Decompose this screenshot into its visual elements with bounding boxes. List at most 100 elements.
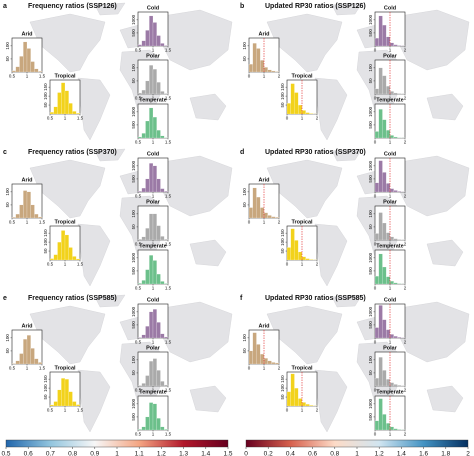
colorbar-tick-label: 0.6 [24,451,33,456]
hist-bar [23,41,28,73]
hist-bar [149,361,154,387]
hist-bar [152,403,157,431]
y-tick-label: 500 [368,267,373,275]
hist-bar [393,136,398,139]
hist-bar [160,236,165,241]
y-tick-label: 500 [368,29,373,37]
y-tick-label: 150 [43,83,48,91]
x-tick-label: 1 [152,388,155,393]
hist-bar [386,379,391,387]
y-tick-label: 150 [280,83,285,91]
x-tick-label: 1.5 [165,48,172,53]
hist-bar [389,281,394,285]
hist-bar [57,92,62,115]
hist-bar [34,213,39,219]
panel-letter: d [240,149,244,156]
y-tick-label: 100 [5,42,10,50]
land [426,385,464,413]
hist-bar [260,207,265,219]
x-tick-label: 0 [374,194,377,199]
x-tick-label: 1.5 [165,194,172,199]
y-tick-label: 150 [43,229,48,237]
x-tick-label: 1 [26,366,29,371]
y-tick-label: 100 [280,92,285,100]
hist-bar [389,426,394,431]
hist-bar [397,93,402,95]
hist-bar [397,385,402,387]
y-tick-label: 100 [242,334,247,342]
hist-bar [389,42,394,47]
hist-bar [271,362,276,365]
hist-bar [248,207,253,219]
hist-bar [397,429,402,431]
hist-bar [141,426,146,431]
y-tick-label: 1000 [131,160,136,171]
hist-bar [23,339,28,365]
hist-bar [275,71,280,73]
x-tick-label: 1 [263,74,266,79]
hist-bar [286,103,291,115]
x-tick-label: 2 [404,242,407,247]
hist-bar [397,239,402,241]
hist-bar [11,217,16,219]
hist-bar [137,385,142,387]
hist-bar [164,283,169,285]
land [77,77,111,141]
panel: c Frequency ratios (SSP370) Arid 50 100 0.5 1 1… [3,148,233,291]
x-tick-label: 2 [278,74,281,79]
hist-bar [156,322,161,339]
inset-label: Tropical [291,365,313,371]
y-tick-label: 100 [43,384,48,392]
y-tick-label: 50 [131,78,136,84]
inset-label: Cold [147,297,159,303]
x-tick-label: 1 [263,220,266,225]
x-tick-label: 1 [389,48,392,53]
inset-label: Polar [146,199,161,205]
hist-bar [378,305,383,339]
hist-bar [145,416,150,431]
x-tick-label: 1.5 [165,432,172,437]
hist-bar [309,259,314,261]
hist-bar [26,48,31,73]
hist-bar [156,82,161,95]
hist-bar [156,273,161,285]
y-tick-label: 1000 [368,306,373,317]
colorbar-tick-label: 0.7 [46,451,55,456]
hist-bar [267,215,272,219]
hist-bar [263,67,268,73]
y-tick-label: 50 [368,78,373,84]
x-tick-label: 1 [301,116,304,121]
inset-label: Arid [259,31,270,37]
panel-title: Frequency ratios (SSP126) [28,3,117,10]
inset-label: Polar [383,53,398,59]
land [266,305,343,365]
inset-label: Cold [384,151,396,157]
hist-bar [64,379,69,407]
hist-bar [305,258,310,261]
hist-bar [141,133,146,139]
y-tick-label: 50 [131,224,136,230]
hist-bar [309,113,314,115]
hist-bar [386,423,391,431]
y-tick-label: 100 [368,356,373,364]
y-tick-label: 100 [131,64,136,72]
x-tick-label: 1 [301,408,304,413]
hist-bar [72,111,77,115]
hist-bar [38,216,43,219]
y-tick-label: 100 [43,238,48,246]
x-tick-label: 0 [374,48,377,53]
y-tick-label: 100 [5,334,10,342]
x-tick-label: 0.5 [47,116,54,121]
panel-title: Frequency ratios (SSP585) [28,295,117,302]
x-tick-label: 0 [374,388,377,393]
hist-bar [382,75,387,95]
hist-bar [149,213,154,241]
land [149,301,233,363]
hist-bar [164,336,169,339]
inset-label: Arid [22,323,33,329]
hist-bar [267,360,272,365]
x-tick-label: 1 [26,74,29,79]
hist-bar [156,370,161,387]
colorbar-tick-label: 1.1 [135,451,144,456]
